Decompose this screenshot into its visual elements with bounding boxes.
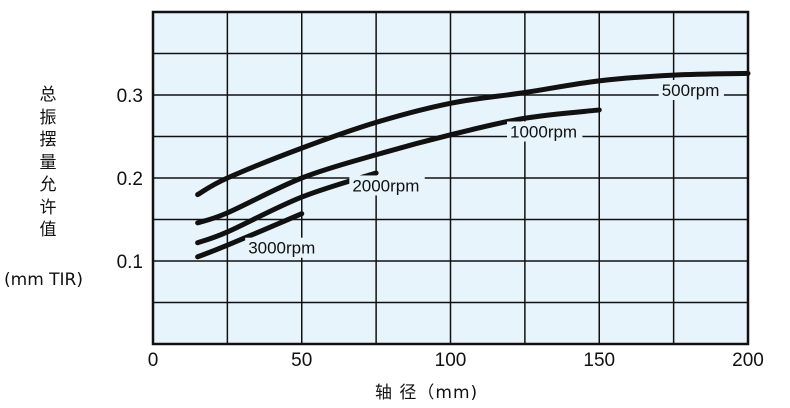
series-line-2000rpm <box>195 170 379 246</box>
x-tick-label: 150 <box>583 350 615 371</box>
series-line-500rpm <box>195 70 751 198</box>
series-line-1000rpm <box>195 107 602 226</box>
x-tick-label: 50 <box>291 350 312 371</box>
plot-frame <box>151 10 750 346</box>
x-tick-label: 100 <box>435 350 467 371</box>
series-label: 2000rpm <box>352 176 419 195</box>
series-label: 3000rpm <box>248 239 315 258</box>
y-tick-label: 0.1 <box>117 252 143 273</box>
x-tick-label: 0 <box>148 350 159 371</box>
x-axis-label: 轴 径（mm) <box>375 383 479 403</box>
series-label-bg <box>658 80 724 100</box>
series-label-bg <box>349 175 425 196</box>
y-tick-label: 0.2 <box>117 169 143 190</box>
series-line-3000rpm <box>195 211 305 260</box>
y-tick-label: 0.3 <box>117 86 143 107</box>
series-label-bg <box>245 237 321 258</box>
series-label: 500rpm <box>662 81 720 100</box>
series-label: 1000rpm <box>510 123 577 142</box>
y-axis-label: 总振摆量允许值 <box>39 85 57 240</box>
x-tick-label: 200 <box>732 350 764 371</box>
series-label-bg <box>507 121 583 142</box>
y-axis-unit: (mm TIR) <box>4 270 83 290</box>
